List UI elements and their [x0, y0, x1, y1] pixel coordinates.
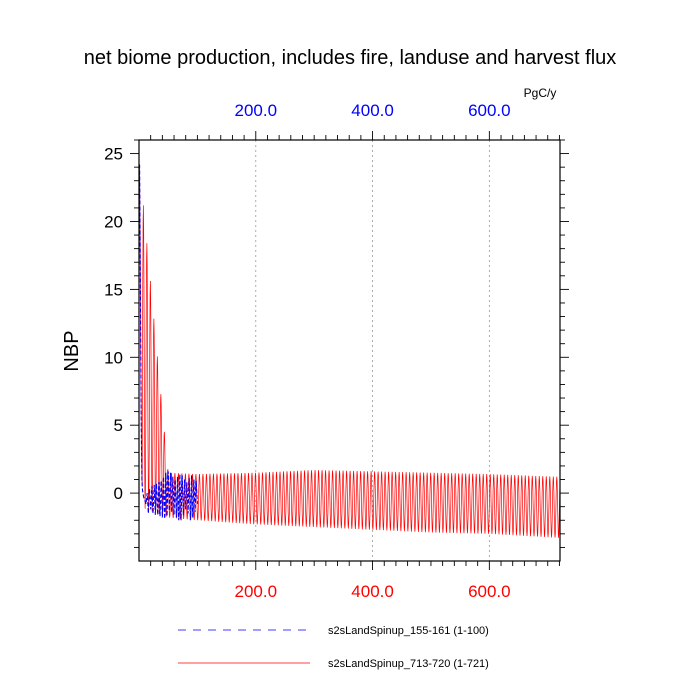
y-tick-label: 5: [114, 416, 123, 435]
y-tick-label: 20: [104, 212, 123, 231]
y-tick-label: 15: [104, 280, 123, 299]
legend-label: s2sLandSpinup_155-161 (1-100): [328, 625, 489, 637]
y-axis-label: NBP: [61, 330, 83, 371]
plot-series: [139, 164, 561, 538]
y-tick-label: 10: [104, 348, 123, 367]
axes: 25 20 15 10 5 0 200.0 200.0 400.0 400.0 600.0 600.0: [104, 101, 569, 601]
x-tick-label-top: 600.0: [468, 101, 511, 120]
legend-label: s2sLandSpinup_713-720 (1-721): [328, 658, 489, 670]
x-tick-label-bottom: 400.0: [351, 582, 394, 601]
x-tick-label-bottom: 200.0: [235, 582, 278, 601]
series-line-red: [139, 164, 561, 538]
x-tick-label-top: 200.0: [235, 101, 278, 120]
x-tick-label-top: 400.0: [351, 101, 394, 120]
y-tick-label: 0: [114, 484, 123, 503]
units-label: PgC/y: [524, 86, 557, 100]
legend: s2sLandSpinup_155-161 (1-100) s2sLandSpin…: [178, 625, 489, 670]
y-tick-label: 25: [104, 145, 123, 164]
x-tick-label-bottom: 600.0: [468, 582, 511, 601]
chart-title: net biome production, includes fire, lan…: [84, 47, 617, 69]
